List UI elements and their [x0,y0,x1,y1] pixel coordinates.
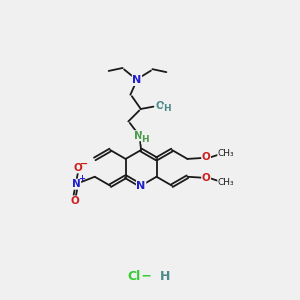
Text: O: O [202,173,211,183]
Text: N: N [134,131,143,141]
Text: O: O [74,163,82,173]
Text: O: O [70,196,79,206]
Text: N: N [132,75,142,85]
Text: CH₃: CH₃ [218,149,234,158]
Text: N: N [72,179,81,189]
Text: N: N [136,181,146,191]
Text: H: H [163,104,170,113]
Text: CH₃: CH₃ [218,178,234,187]
Text: −: − [137,270,156,283]
Text: −: − [80,158,88,168]
Text: +: + [78,174,85,183]
Text: H: H [141,135,149,144]
Text: O: O [155,101,164,111]
Text: O: O [202,152,211,162]
Text: Cl: Cl [128,270,141,283]
Text: H: H [160,270,170,283]
